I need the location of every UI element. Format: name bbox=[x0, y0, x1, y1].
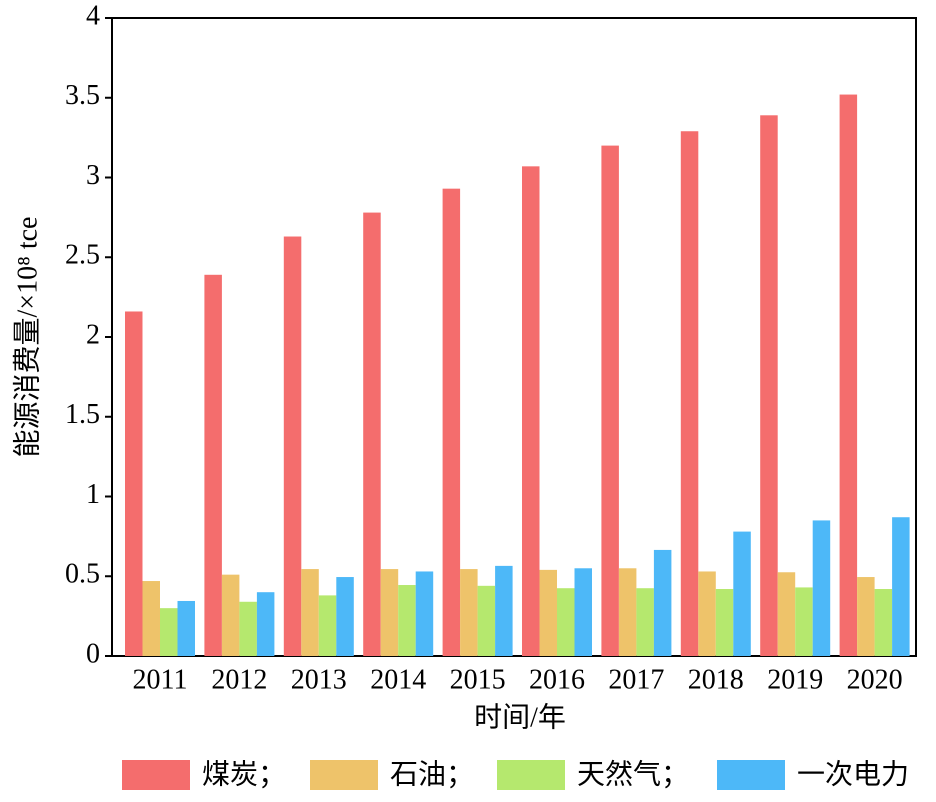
bar bbox=[221, 574, 240, 656]
legend-label: 天然气； bbox=[577, 758, 689, 790]
x-tick-label: 2020 bbox=[847, 664, 903, 695]
x-tick-label: 2015 bbox=[450, 664, 506, 695]
y-tick-label: 0 bbox=[86, 638, 100, 669]
legend-swatch bbox=[497, 760, 565, 790]
bar bbox=[204, 274, 222, 656]
y-tick-label: 4 bbox=[86, 0, 100, 31]
y-tick-label: 2 bbox=[86, 319, 100, 350]
legend-swatch bbox=[717, 760, 785, 790]
bar bbox=[760, 115, 778, 657]
plot-frame bbox=[111, 17, 917, 657]
y-tick-label: 1.5 bbox=[65, 399, 100, 430]
bar bbox=[777, 572, 796, 656]
bar bbox=[839, 94, 858, 656]
x-tick-label: 2013 bbox=[291, 664, 347, 695]
x-tick-label: 2017 bbox=[608, 664, 664, 695]
bar bbox=[301, 569, 319, 656]
bar bbox=[618, 568, 637, 656]
x-tick-label: 2011 bbox=[133, 664, 188, 695]
bar bbox=[318, 595, 337, 656]
bar bbox=[892, 517, 910, 656]
bar bbox=[142, 581, 160, 656]
y-tick-label: 2.5 bbox=[65, 240, 100, 271]
bar bbox=[380, 569, 399, 656]
bar bbox=[653, 549, 672, 656]
x-tick-label: 2014 bbox=[370, 664, 426, 695]
legend-label: 一次电力 bbox=[797, 758, 909, 790]
bar bbox=[715, 589, 734, 656]
bar bbox=[239, 601, 257, 656]
x-tick-label: 2018 bbox=[688, 664, 744, 695]
y-tick-label: 3.5 bbox=[65, 80, 100, 111]
legend-label: 煤炭； bbox=[202, 758, 286, 790]
bar bbox=[477, 585, 496, 656]
y-tick-label: 1 bbox=[86, 479, 100, 510]
bar bbox=[522, 166, 540, 656]
bar bbox=[336, 577, 354, 656]
bar bbox=[160, 608, 178, 656]
bar bbox=[125, 311, 143, 656]
bar bbox=[680, 131, 699, 656]
bar bbox=[795, 587, 813, 656]
bar bbox=[698, 571, 716, 656]
x-tick-label: 2012 bbox=[211, 664, 267, 695]
legend-swatch bbox=[122, 760, 190, 790]
bar bbox=[177, 600, 195, 656]
bar bbox=[857, 577, 875, 656]
x-tick-label: 2016 bbox=[529, 664, 585, 695]
bar bbox=[460, 569, 478, 656]
y-tick-label: 3 bbox=[86, 160, 100, 191]
bar bbox=[812, 520, 831, 656]
bar bbox=[442, 188, 461, 657]
bar bbox=[495, 565, 513, 656]
bar bbox=[363, 212, 381, 656]
bar bbox=[601, 145, 619, 656]
bar bbox=[557, 588, 575, 656]
bar bbox=[733, 531, 751, 656]
legend-label: 石油； bbox=[390, 758, 474, 790]
y-axis-label: 能源消费量/×10⁸ tce bbox=[11, 217, 43, 458]
bar bbox=[874, 589, 893, 656]
bar bbox=[283, 236, 302, 656]
bar bbox=[539, 569, 557, 656]
bar bbox=[398, 585, 416, 656]
y-tick-label: 0.5 bbox=[65, 559, 100, 590]
x-tick-label: 2019 bbox=[767, 664, 823, 695]
bar bbox=[415, 571, 434, 656]
bar bbox=[574, 568, 592, 656]
bar bbox=[256, 592, 275, 656]
x-axis-label: 时间/年 bbox=[474, 701, 566, 733]
bar bbox=[636, 588, 654, 656]
legend-swatch bbox=[310, 760, 378, 790]
